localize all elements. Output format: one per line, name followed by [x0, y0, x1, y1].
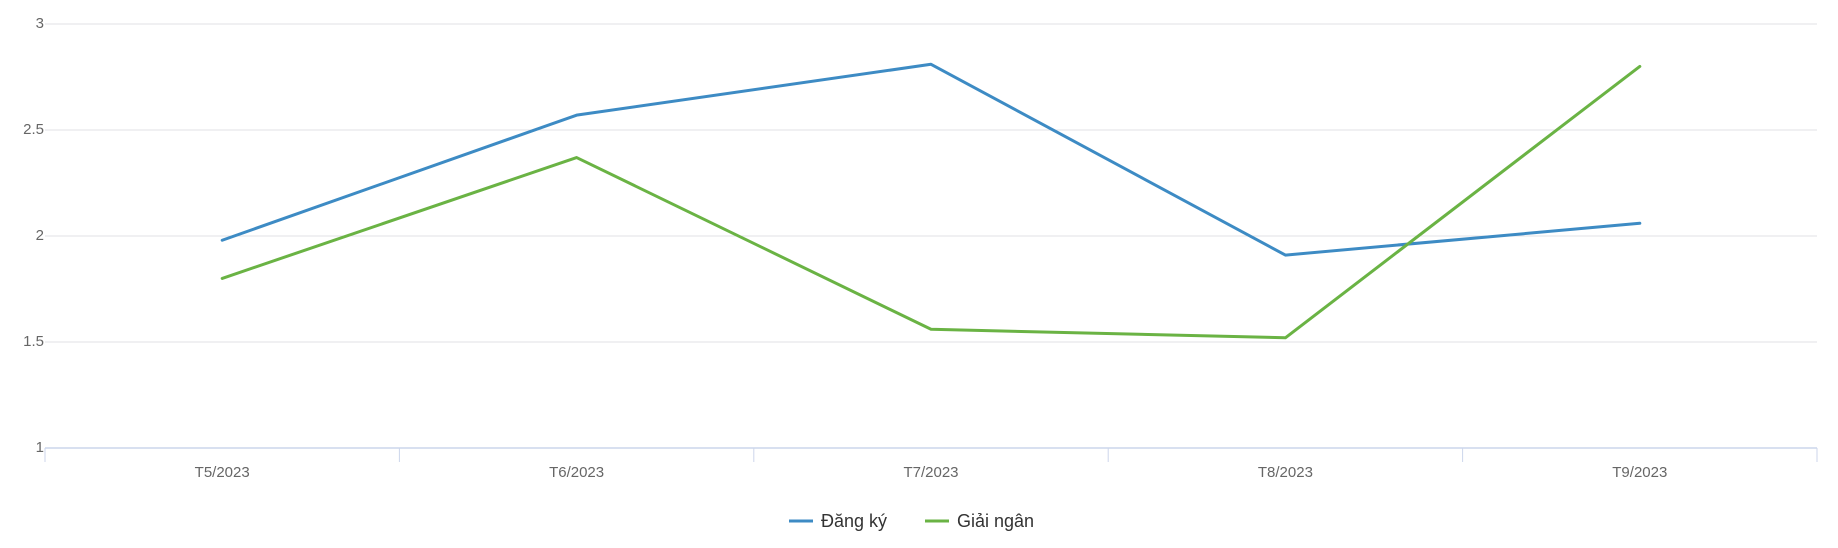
x-tick-label: T6/2023 — [549, 464, 604, 481]
series-lines — [220, 62, 1642, 340]
legend-label: Đăng ký — [821, 511, 887, 531]
y-tick-label: 2.5 — [23, 121, 44, 138]
legend-item-2[interactable]: Giải ngân — [925, 511, 1034, 531]
legend-item-1[interactable]: Đăng ký — [789, 511, 887, 531]
x-tick-label: T8/2023 — [1258, 464, 1313, 481]
x-axis-tick-labels: T5/2023 T6/2023 T7/2023 T8/2023 T9/2023 — [195, 464, 1668, 481]
y-tick-label: 2 — [36, 227, 44, 244]
gridlines — [45, 23, 1817, 343]
x-tick-label: T9/2023 — [1612, 464, 1667, 481]
x-tick-label: T7/2023 — [903, 464, 958, 481]
series-line-2[interactable] — [220, 64, 1642, 340]
legend[interactable]: Đăng ký Giải ngân — [789, 511, 1034, 531]
y-tick-label: 3 — [36, 15, 44, 32]
legend-label: Giải ngân — [957, 511, 1034, 531]
x-tick-label: T5/2023 — [195, 464, 250, 481]
y-axis-tick-labels: 1 1.5 2 2.5 3 — [23, 15, 44, 456]
x-axis — [44, 447, 1818, 462]
series-line-1[interactable] — [220, 62, 1642, 257]
y-tick-label: 1 — [36, 439, 44, 456]
y-tick-label: 1.5 — [23, 333, 44, 350]
